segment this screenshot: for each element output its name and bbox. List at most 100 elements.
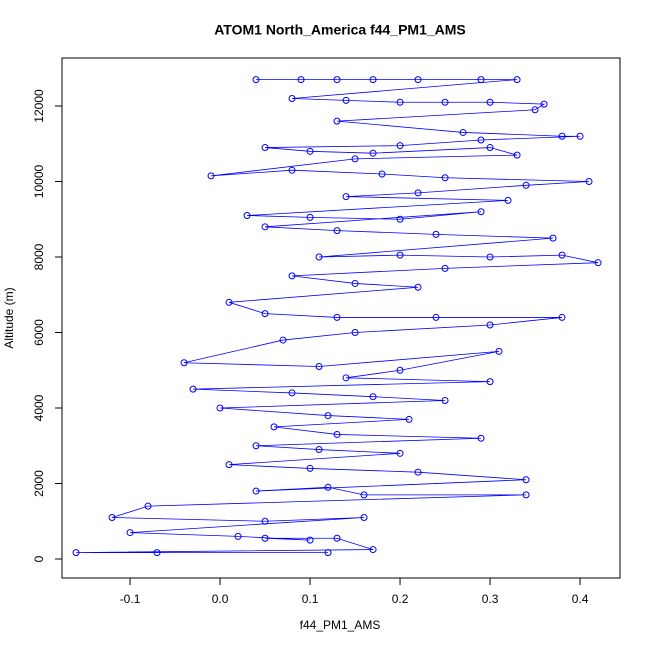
data-point	[234, 532, 242, 540]
data-point	[495, 347, 503, 355]
data-point	[153, 549, 161, 557]
data-point	[441, 264, 449, 272]
data-point	[477, 76, 485, 84]
data-point	[432, 313, 440, 321]
data-point	[486, 253, 494, 261]
data-point	[342, 96, 350, 104]
data-point	[261, 534, 269, 542]
x-tick-label: 0.3	[482, 592, 499, 606]
y-tick-label: 4000	[32, 394, 46, 421]
data-point	[270, 423, 278, 431]
data-point	[288, 94, 296, 102]
data-point	[486, 98, 494, 106]
data-point	[216, 404, 224, 412]
data-point	[279, 336, 287, 344]
data-point	[126, 529, 134, 537]
data-point	[369, 546, 377, 554]
data-point	[396, 98, 404, 106]
data-point	[414, 468, 422, 476]
data-point	[288, 272, 296, 280]
data-point	[396, 449, 404, 457]
data-point	[531, 106, 539, 114]
data-point	[522, 491, 530, 499]
data-point	[369, 149, 377, 157]
data-point	[333, 313, 341, 321]
data-point	[432, 230, 440, 238]
data-point	[549, 234, 557, 242]
x-tick-label: 0.2	[392, 592, 409, 606]
data-point	[315, 446, 323, 454]
data-point	[207, 172, 215, 180]
plot-frame	[61, 57, 621, 579]
data-point	[576, 132, 584, 140]
data-point	[180, 359, 188, 367]
data-point	[306, 213, 314, 221]
data-point	[261, 310, 269, 318]
data-point	[306, 147, 314, 155]
data-point	[261, 517, 269, 525]
data-point	[324, 549, 332, 557]
data-point	[252, 442, 260, 450]
data-point	[315, 362, 323, 370]
data-point	[396, 366, 404, 374]
data-point	[252, 76, 260, 84]
data-point	[315, 253, 323, 261]
data-point	[144, 502, 152, 510]
data-line	[76, 79, 599, 553]
data-point	[504, 196, 512, 204]
data-point	[414, 189, 422, 197]
chart-title: ATOM1 North_America f44_PM1_AMS	[214, 22, 466, 38]
data-point	[459, 128, 467, 136]
data-point	[324, 412, 332, 420]
y-tick-label: 10000	[32, 165, 46, 199]
data-point	[558, 313, 566, 321]
data-point	[342, 193, 350, 201]
data-point	[333, 76, 341, 84]
data-point	[297, 76, 305, 84]
data-point	[477, 136, 485, 144]
data-point	[405, 415, 413, 423]
data-point	[522, 181, 530, 189]
data-point	[441, 98, 449, 106]
data-point	[324, 483, 332, 491]
data-point	[351, 155, 359, 163]
data-point	[594, 259, 602, 267]
data-point	[414, 76, 422, 84]
data-point	[558, 251, 566, 259]
data-point	[225, 461, 233, 469]
data-point	[486, 378, 494, 386]
data-point	[252, 487, 260, 495]
data-point	[369, 393, 377, 401]
x-axis-label: f44_PM1_AMS	[300, 618, 381, 632]
y-tick-label: 8000	[32, 243, 46, 270]
data-point	[378, 170, 386, 178]
data-point	[477, 208, 485, 216]
data-point	[261, 144, 269, 152]
data-point	[486, 321, 494, 329]
data-point	[288, 166, 296, 174]
data-point	[360, 513, 368, 521]
data-point	[369, 76, 377, 84]
data-point	[396, 251, 404, 259]
data-point	[522, 476, 530, 484]
data-point	[513, 76, 521, 84]
data-point	[351, 329, 359, 337]
data-point	[72, 549, 80, 557]
data-point	[396, 215, 404, 223]
y-tick-label: 12000	[32, 89, 46, 123]
x-tick-label: -0.1	[120, 592, 141, 606]
data-point	[333, 534, 341, 542]
x-tick-label: 0.0	[212, 592, 229, 606]
x-tick-label: 0.1	[302, 592, 319, 606]
data-point	[306, 536, 314, 544]
y-tick-label: 6000	[32, 319, 46, 346]
data-point	[441, 396, 449, 404]
data-point	[477, 434, 485, 442]
data-point	[261, 223, 269, 231]
data-point	[288, 389, 296, 397]
data-point	[225, 298, 233, 306]
data-point	[585, 178, 593, 186]
data-point	[189, 385, 197, 393]
